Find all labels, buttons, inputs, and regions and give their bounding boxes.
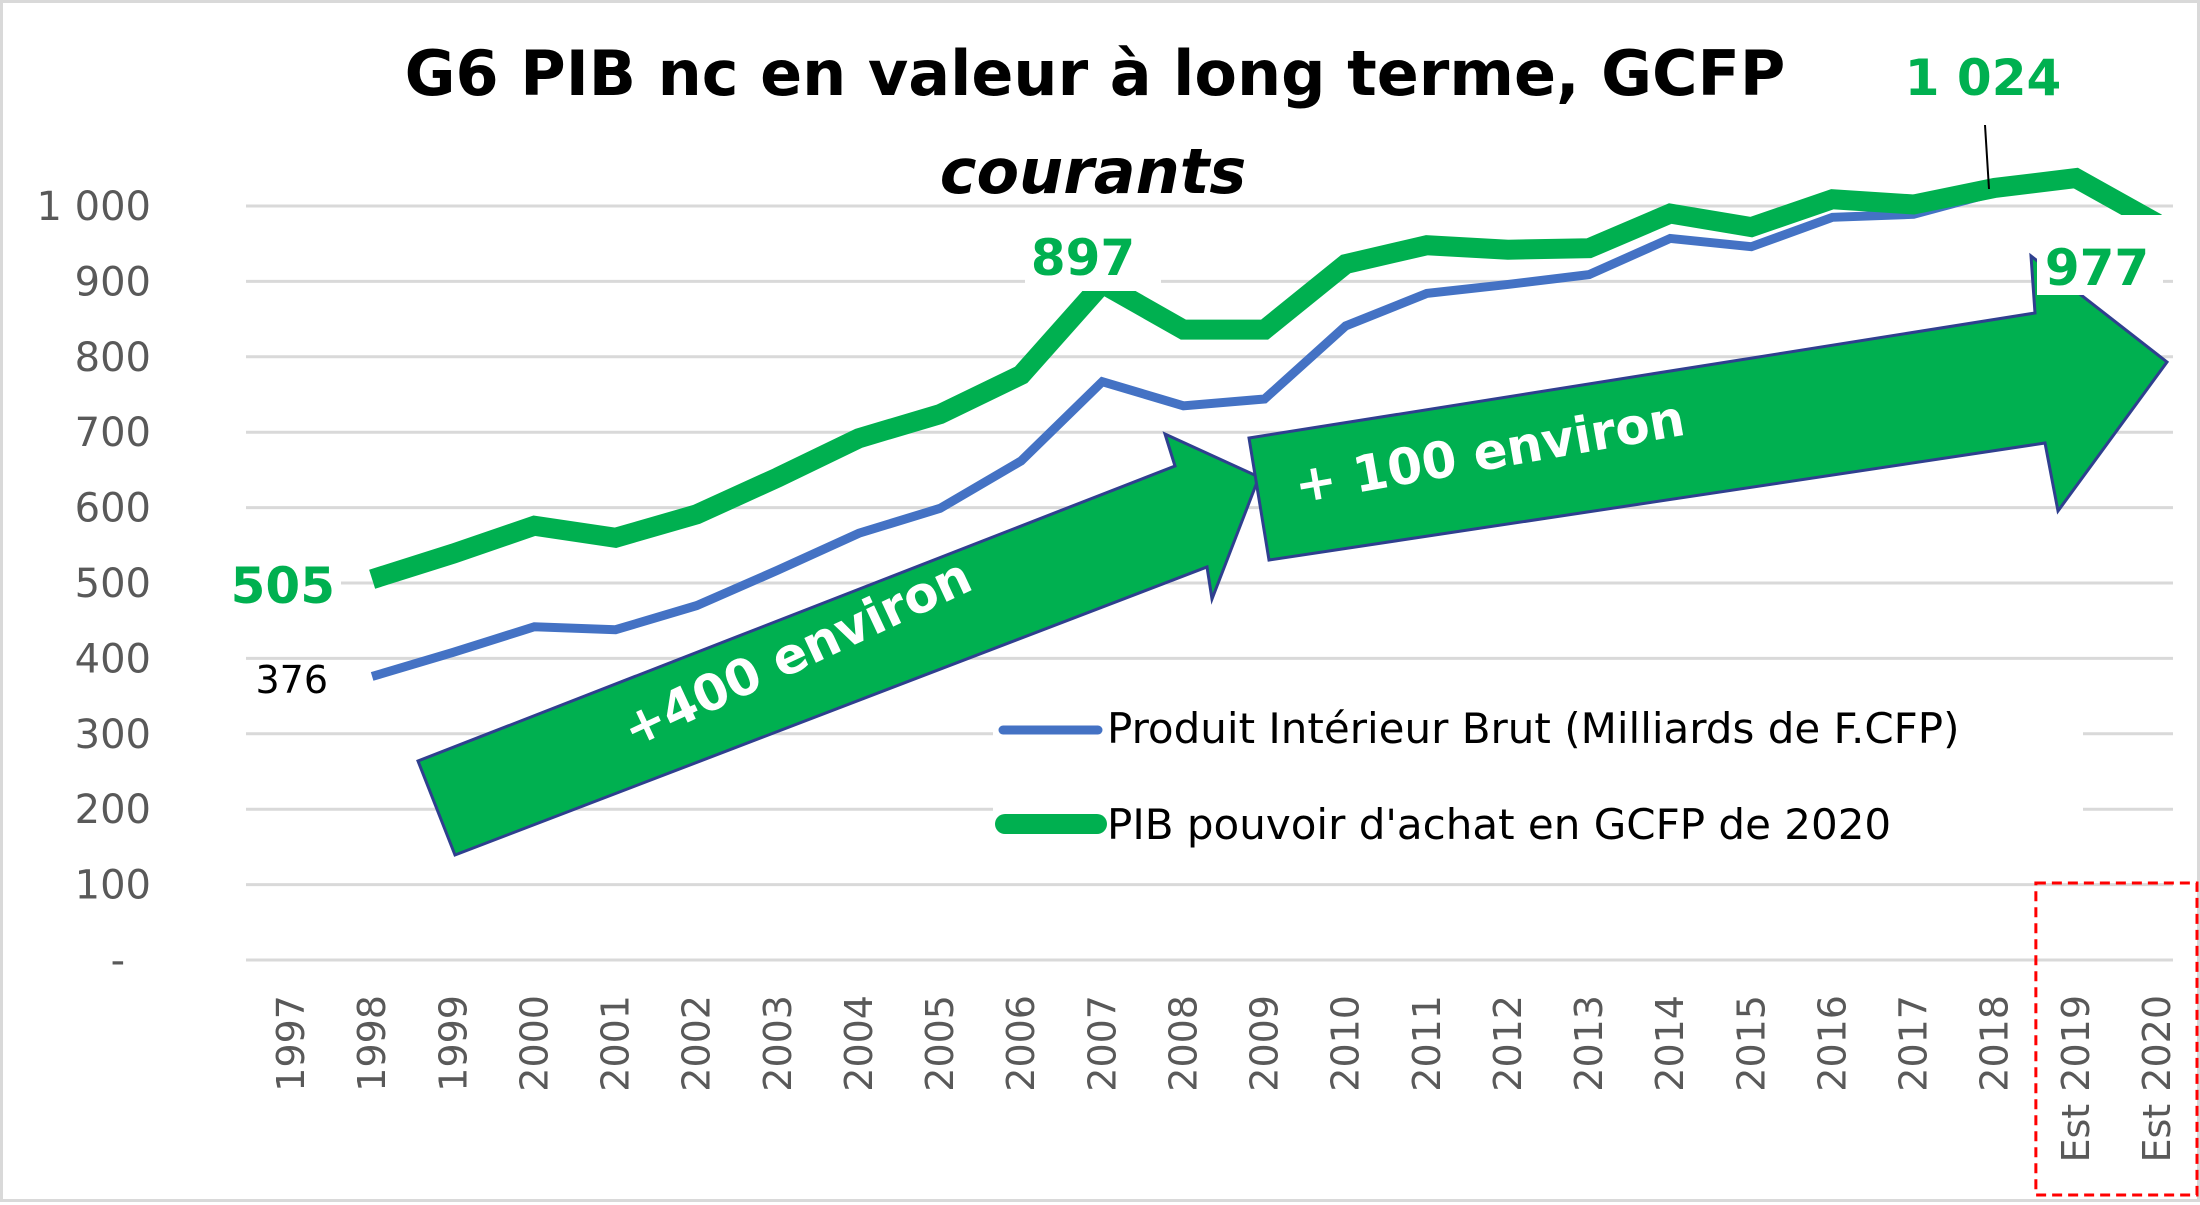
y-tick-label: 800 <box>75 335 151 381</box>
chart-subtitle: courants <box>940 135 1247 208</box>
x-tick-label: 2010 <box>1324 995 1368 1092</box>
arrow-100-shape <box>1249 256 2167 560</box>
x-tick-label: 2015 <box>1729 995 1773 1092</box>
x-tick-label: 1997 <box>269 995 313 1092</box>
x-tick-label: 2008 <box>1161 995 1205 1092</box>
x-tick-label: 2009 <box>1243 995 1287 1092</box>
legend-label-pouvoir-achat: PIB pouvoir d'achat en GCFP de 2020 <box>1107 800 1891 849</box>
x-tick-label: 1998 <box>350 995 394 1092</box>
data-label-1024: 1 024 <box>1905 49 2062 107</box>
y-tick-label: 400 <box>75 636 151 682</box>
data-label-977: 977 <box>2045 239 2149 297</box>
legend: Produit Intérieur Brut (Milliards de F.C… <box>993 683 2083 863</box>
x-tick-label: 2018 <box>1973 995 2017 1092</box>
x-tick-label: 2013 <box>1567 995 1611 1092</box>
y-tick-label: 100 <box>75 863 151 909</box>
y-tick-label: 600 <box>75 486 151 532</box>
y-tick-label: 1 000 <box>36 184 151 230</box>
x-tick-label: 2000 <box>512 995 556 1092</box>
y-tick-label: 300 <box>75 712 151 758</box>
y-tick-label: - <box>111 938 125 984</box>
x-tick-label: Est 2019 <box>2054 995 2098 1163</box>
x-tick-label: 2001 <box>594 995 638 1092</box>
x-tick-label: 2012 <box>1486 995 1530 1092</box>
x-tick-label: 2016 <box>1810 995 1854 1092</box>
x-tick-label: 2007 <box>1080 995 1124 1092</box>
y-tick-label: 200 <box>75 787 151 833</box>
x-tick-label: 2011 <box>1405 995 1449 1092</box>
x-tick-label: 2003 <box>756 995 800 1092</box>
data-label-376: 376 <box>255 658 328 702</box>
x-tick-label: 2005 <box>918 995 962 1092</box>
data-label-505: 505 <box>231 557 335 615</box>
data-label-897: 897 <box>1031 229 1135 287</box>
y-axis-ticks: - 100 200 300 400 500 600 700 800 900 1 000 <box>36 184 151 984</box>
chart-title: G6 PIB nc en valeur à long terme, GCFP <box>405 37 1786 110</box>
y-tick-label: 900 <box>75 259 151 305</box>
y-tick-label: 700 <box>75 410 151 456</box>
x-tick-label: 2014 <box>1648 995 1692 1092</box>
x-tick-label: 2017 <box>1892 995 1936 1092</box>
arrow-100: + 100 environ <box>1249 256 2167 560</box>
x-tick-label: 1999 <box>431 995 475 1092</box>
legend-label-pib: Produit Intérieur Brut (Milliards de F.C… <box>1107 704 1960 753</box>
x-axis-ticks: 1997 1998 1999 2000 2001 2002 2003 2004 2005 2006… <box>269 995 2179 1163</box>
x-tick-label: 2002 <box>675 995 719 1092</box>
x-tick-label: 2004 <box>837 995 881 1092</box>
x-tick-label: 2006 <box>999 995 1043 1092</box>
y-tick-label: 500 <box>75 561 151 607</box>
x-tick-label: Est 2020 <box>2135 995 2179 1163</box>
